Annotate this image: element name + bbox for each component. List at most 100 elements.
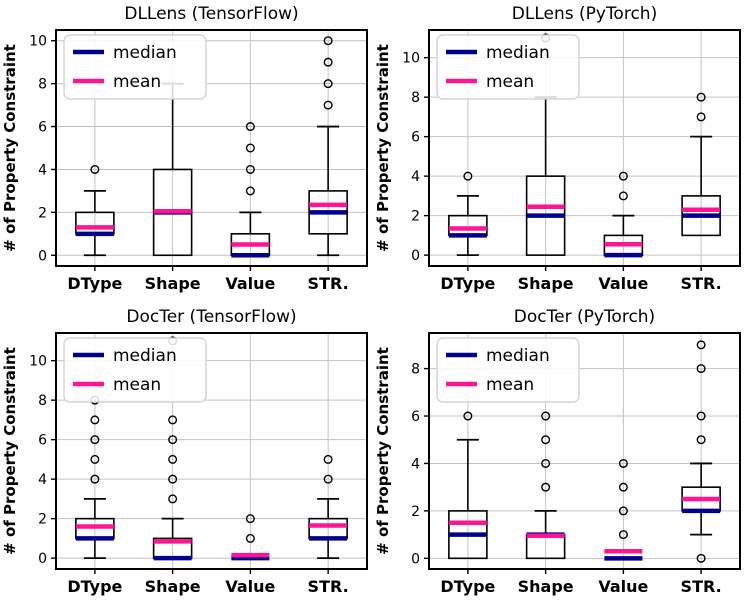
- legend-label-mean: mean: [113, 375, 161, 395]
- outlier-point: [541, 458, 551, 468]
- y-tick-label: 8: [38, 393, 47, 409]
- outlier-point: [90, 454, 100, 464]
- outlier-point: [696, 435, 706, 445]
- outlier-point: [696, 553, 706, 563]
- subplot-dllens-tensorflow: 0 2 4 6 8 10 DType Shape Value STR. median mean # of…: [0, 0, 373, 303]
- y-tick-label: 0: [411, 248, 420, 264]
- outlier-point: [541, 482, 551, 492]
- legend: median mean: [436, 337, 580, 403]
- box-shape: [152, 336, 193, 561]
- outlier-point: [90, 474, 100, 484]
- y-axis-label: # of Property Constraint: [1, 44, 19, 252]
- box-str: [308, 454, 348, 560]
- outlier-point: [618, 171, 628, 181]
- y-axis-label: # of Property Constraint: [1, 347, 19, 555]
- x-tick-label: DType: [440, 577, 495, 596]
- subplot-title: DLLens (TensorFlow): [124, 4, 299, 24]
- outlier-point: [696, 92, 706, 102]
- outlier-point: [168, 474, 178, 484]
- outlier-point: [323, 454, 333, 464]
- subplot-dllens-pytorch: 0 2 4 6 8 10 DType Shape Value STR. median mean # of…: [373, 0, 746, 303]
- subplot-docter-tensorflow: 0 2 4 6 8 10 DType Shape Value STR. median mean # of…: [0, 303, 373, 606]
- y-tick-label: 4: [38, 162, 47, 178]
- outlier-point: [168, 454, 178, 464]
- x-tick-label: Value: [225, 577, 275, 596]
- x-tick-label: Value: [598, 577, 648, 596]
- outlier-point: [168, 435, 178, 445]
- x-tick-label: Shape: [145, 274, 201, 293]
- y-axis-label: # of Property Constraint: [374, 347, 392, 555]
- y-tick-label: 4: [411, 456, 420, 472]
- box-str: [308, 36, 348, 257]
- outlier-point: [696, 340, 706, 350]
- subplot-title: DLLens (PyTorch): [511, 4, 658, 24]
- x-tick-label: Value: [598, 274, 648, 293]
- axes-spine: [428, 29, 741, 267]
- outlier-point: [541, 435, 551, 445]
- y-tick-label: 10: [29, 354, 47, 370]
- x-tick-label: DType: [440, 274, 495, 293]
- outlier-point: [245, 164, 255, 174]
- y-tick-label: 2: [411, 504, 420, 520]
- y-tick-label: 6: [411, 130, 420, 146]
- outlier-point: [90, 164, 100, 174]
- box-str: [681, 340, 721, 563]
- x-tick-label: Shape: [145, 577, 201, 596]
- y-tick-label: 0: [411, 551, 420, 567]
- outlier-point: [90, 415, 100, 425]
- y-tick-label: 4: [38, 472, 47, 488]
- axes-spine: [55, 29, 368, 267]
- subplot-title: DocTer (TensorFlow): [126, 307, 297, 327]
- box-value: [603, 171, 644, 258]
- outlier-point: [245, 514, 255, 524]
- legend-label-median: median: [486, 346, 550, 366]
- box-dtype: [448, 171, 488, 257]
- box-dtype: [75, 164, 115, 257]
- boxplot-canvas: 0 2 4 6 8 10 DType Shape Value STR. median mean # of…: [374, 29, 741, 293]
- legend: median mean: [63, 34, 207, 100]
- x-tick-label: Shape: [518, 577, 574, 596]
- y-tick-label: 0: [38, 551, 47, 567]
- y-tick-label: 8: [411, 90, 420, 106]
- box-value: [604, 458, 643, 561]
- y-tick-label: 6: [38, 120, 47, 136]
- y-tick-label: 4: [411, 169, 420, 185]
- axes-spine: [55, 332, 368, 570]
- subplot-docter-pytorch: 0 2 4 6 8 DType Shape Value STR. median mean # of P…: [373, 303, 746, 606]
- outlier-point: [245, 186, 255, 196]
- box-shape: [525, 411, 566, 560]
- y-tick-label: 2: [38, 512, 47, 528]
- y-tick-label: 10: [29, 34, 47, 50]
- outlier-point: [245, 122, 255, 132]
- x-tick-label: STR.: [308, 274, 349, 293]
- y-tick-label: 0: [38, 248, 47, 264]
- outlier-point: [323, 36, 333, 46]
- outlier-point: [696, 364, 706, 374]
- y-tick-label: 8: [411, 362, 420, 378]
- x-tick-label: DType: [67, 274, 122, 293]
- legend: median mean: [63, 337, 207, 403]
- legend-label-mean: mean: [113, 72, 161, 92]
- outlier-point: [696, 411, 706, 421]
- x-tick-label: Shape: [518, 274, 574, 293]
- x-tick-label: STR.: [681, 274, 722, 293]
- legend-label-median: median: [113, 346, 177, 366]
- outlier-point: [618, 506, 628, 516]
- outlier-point: [168, 415, 178, 425]
- x-tick-label: STR.: [681, 577, 722, 596]
- y-tick-label: 10: [402, 51, 420, 67]
- outlier-point: [463, 411, 473, 421]
- box-dtype: [75, 395, 115, 560]
- box-value: [230, 122, 271, 258]
- outlier-point: [323, 474, 333, 484]
- outlier-point: [463, 171, 473, 181]
- y-tick-label: 8: [38, 77, 47, 93]
- outlier-point: [618, 530, 628, 540]
- outlier-point: [323, 79, 333, 89]
- box-str: [681, 92, 721, 237]
- y-tick-label: 2: [38, 205, 47, 221]
- legend-label-mean: mean: [486, 72, 534, 92]
- outlier-point: [323, 100, 333, 110]
- subplot-title: DocTer (PyTorch): [513, 307, 656, 327]
